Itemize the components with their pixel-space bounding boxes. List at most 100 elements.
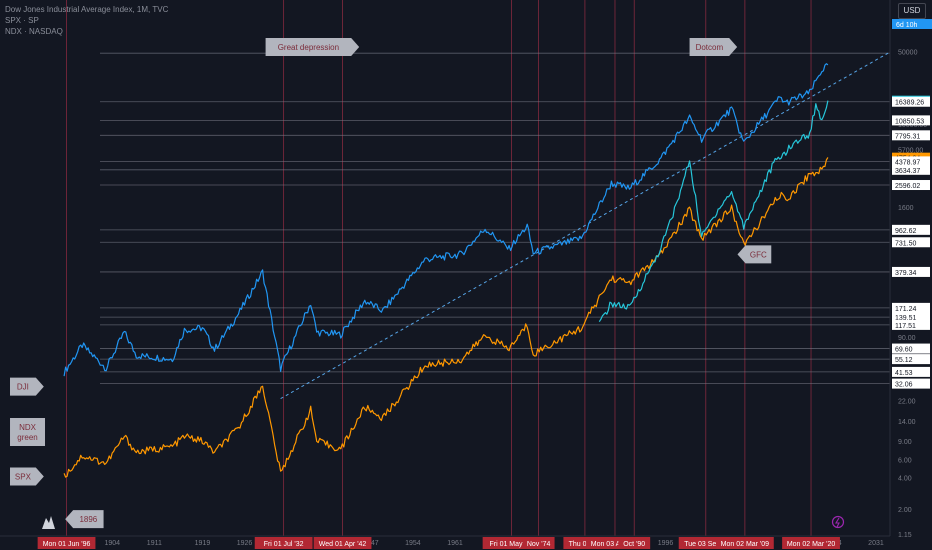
price-axis[interactable]: 50000160037590.0022.0014.009.006.004.002… [889,0,932,550]
y-tick-label: 1600 [898,205,914,212]
x-tick-label: 1961 [447,540,463,547]
date-badge-label: Wed 01 Apr '42 [319,541,367,548]
price-label-box [892,96,930,107]
currency-button[interactable]: USD [898,3,926,19]
date-badge [522,537,555,549]
y-tick-label: 5700.00 [898,147,923,154]
price-label: 32.06 [895,382,913,389]
price-label-box [892,180,930,191]
y-tick-label: 1.15 [898,532,912,539]
price-label: 7795.31 [895,133,920,140]
price-label: 117.51 [895,323,916,330]
y-tick-label: 50000 [898,49,918,56]
date-badge-label: Mon 02 Mar '20 [787,541,836,548]
price-label-box [892,266,930,277]
callout-box [265,38,360,57]
x-tick-label: 1904 [104,540,120,547]
legend-ndx: NDX · NASDAQ [5,27,63,36]
callout-box [10,417,46,446]
date-badge-label: Mon 03 Aug '87 [591,541,640,548]
x-tick-label: 1996 [658,540,674,547]
callout-label: SPX [15,473,32,482]
y-tick-label: 90.00 [898,335,916,342]
callout-box [10,467,44,486]
trendline-dashed [280,52,889,400]
event-vertical-lines [66,0,812,536]
price-label-box [892,130,930,141]
date-badge-label: Fri 01 Jul '32 [264,541,304,548]
price-label: 10850.53 [895,118,924,125]
series-lines [63,63,829,478]
date-badge-label: Mon 02 Mar '09 [721,541,770,548]
lightning-icon[interactable] [831,515,845,529]
price-label: 16389.26 [895,100,924,107]
price-label: 3634.37 [895,168,920,175]
callout-label: GFC [750,250,767,259]
tradingview-logo-icon[interactable] [42,516,55,529]
countdown-badge [892,19,932,29]
price-label-box [892,343,930,354]
y-tick-label: 4.00 [898,476,912,483]
trendline [280,52,889,400]
price-label: 139.51 [895,315,917,322]
price-label: 55.12 [895,357,913,364]
price-label-box [892,224,930,235]
date-badge-label: Nov '74 [527,541,551,548]
chart-legend: Dow Jones Industrial Average Index, 1M, … [5,4,168,37]
callout-box [10,377,44,396]
time-axis[interactable]: 1904191119191926194719541961199620242031… [0,535,890,550]
y-tick-label: 10000.00 [898,122,927,129]
date-badge-label: Fri 01 May '70 [489,541,533,548]
price-label-box [892,354,930,365]
legend-dji: Dow Jones Industrial Average Index, 1M, … [5,5,169,14]
price-label-box [892,237,930,248]
x-tick-label: 2031 [868,540,884,547]
x-tick-label: 1954 [405,540,421,547]
date-badge [618,537,651,549]
price-label-box [892,319,930,330]
callout-label: DJI [17,383,29,392]
callout-label: Dotcom [696,43,724,52]
price-label-box [892,156,930,167]
series-line-spx [63,157,829,478]
y-tick-label: 22.00 [898,399,916,406]
date-badge [715,537,774,549]
callout-box [737,245,772,264]
date-badge [254,537,313,549]
price-label-box [892,366,930,377]
price-label: 4378.97 [895,159,920,166]
price-label: 962.62 [895,228,917,235]
price-label-box [892,164,930,175]
price-label: 171.24 [895,306,917,313]
legend-spx: SPX · SP [5,16,39,25]
date-badge [37,537,96,549]
x-tick-label: 1926 [237,540,253,547]
price-label: 731.50 [895,240,917,247]
y-tick-label: 2.00 [898,507,912,514]
date-badge-label: Tue 03 Sep '0 [684,541,727,548]
callout-label: green [17,433,37,442]
price-label: 2596.02 [895,183,920,190]
x-tick-label: 1911 [147,540,162,547]
price-label-box [892,312,930,323]
price-label: 41.53 [895,370,913,377]
callout-box [65,510,104,529]
date-badge-label: Mon 01 Jun '96 [43,541,91,548]
date-badge [782,537,840,549]
callout-label: Great depression [278,43,339,52]
y-tick-label: 9.00 [898,439,912,446]
price-label-box [892,302,930,313]
series-line-ndx [598,100,829,323]
y-tick-label: 14.00 [898,419,916,426]
time-axis-bg [0,536,890,550]
date-badge-label: Thu 01 Jul [569,541,602,548]
price-label: 379.34 [895,270,917,277]
y-tick-label: 6.00 [898,457,912,464]
horizontal-levels [100,52,890,385]
date-badge-label: Oct '90 [623,541,645,548]
date-badge [313,537,372,549]
price-label-box [892,378,930,389]
x-tick-label: 1919 [195,540,211,547]
callout-label: 1896 [79,515,97,524]
